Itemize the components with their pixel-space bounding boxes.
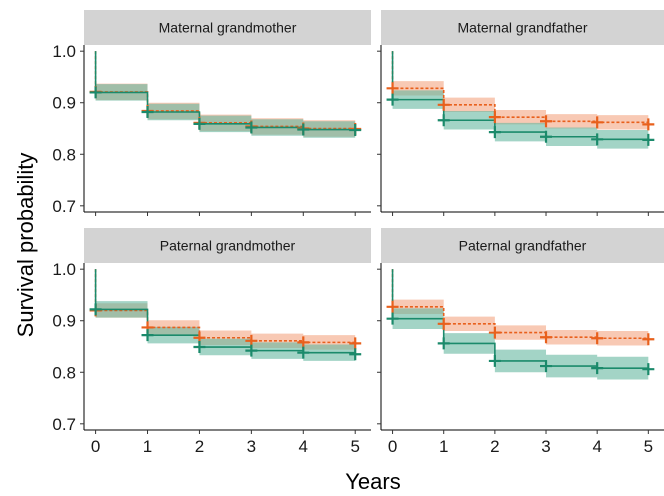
confidence-band-teal xyxy=(392,308,649,381)
censor-mark-teal xyxy=(349,124,362,137)
censor-mark-teal xyxy=(193,117,206,130)
x-tick-label: 3 xyxy=(541,437,550,456)
panel-title: Maternal grandmother xyxy=(159,20,297,36)
survival-curve-teal xyxy=(391,269,650,370)
x-tick-label: 0 xyxy=(388,437,397,456)
panel-strip xyxy=(381,228,664,263)
panel-title: Paternal grandmother xyxy=(160,238,296,254)
confidence-band-orange xyxy=(392,81,649,132)
censor-mark-teal xyxy=(141,329,154,342)
censor-mark-orange xyxy=(540,331,553,344)
y-tick-label: 0.8 xyxy=(52,363,76,382)
censor-mark-orange xyxy=(437,98,450,111)
censor-mark-teal xyxy=(89,303,102,316)
censor-mark-teal xyxy=(349,348,362,361)
survival-curve-teal xyxy=(391,51,650,141)
x-tick-label: 2 xyxy=(490,437,499,456)
panel-strip xyxy=(84,10,371,45)
censor-mark-teal xyxy=(642,363,655,376)
y-tick-label: 0.9 xyxy=(52,312,76,331)
confidence-band-orange xyxy=(95,303,356,351)
survival-curve-teal xyxy=(94,269,357,355)
confidence-band-teal xyxy=(392,90,649,150)
censor-mark-orange xyxy=(349,337,362,350)
panel-title: Maternal grandfather xyxy=(458,20,588,36)
censor-mark-teal xyxy=(193,341,206,354)
censor-mark-teal xyxy=(245,121,258,134)
panel-strip xyxy=(84,228,371,263)
censor-mark-orange xyxy=(386,82,399,95)
y-tick-label: 1.0 xyxy=(52,260,76,279)
panel-title: Paternal grandfather xyxy=(459,238,587,254)
censor-mark-teal xyxy=(297,346,310,359)
censor-mark-teal xyxy=(141,106,154,119)
censor-mark-orange xyxy=(591,116,604,129)
x-tick-label: 1 xyxy=(143,437,152,456)
panel-strip xyxy=(381,10,664,45)
y-tick-label: 0.8 xyxy=(52,145,76,164)
panel-2: Maternal grandfather xyxy=(377,10,664,216)
x-tick-label: 3 xyxy=(247,437,256,456)
censor-mark-teal xyxy=(386,93,399,106)
y-tick-label: 0.9 xyxy=(52,94,76,113)
x-axis-label: Years xyxy=(345,469,400,494)
x-tick-label: 2 xyxy=(195,437,204,456)
x-tick-label: 5 xyxy=(350,437,359,456)
censor-mark-teal xyxy=(540,130,553,143)
censor-mark-orange xyxy=(540,115,553,128)
censor-mark-teal xyxy=(297,123,310,136)
y-axis-label: Survival probability xyxy=(13,153,38,338)
panel-grid: Maternal grandmother0.70.80.91.0Maternal… xyxy=(52,10,664,456)
survival-curve-orange xyxy=(391,269,650,340)
censor-mark-orange xyxy=(642,118,655,131)
censor-mark-teal xyxy=(488,354,501,367)
x-tick-label: 1 xyxy=(439,437,448,456)
survival-curve-teal xyxy=(94,51,357,131)
censor-mark-teal xyxy=(540,360,553,373)
x-tick-label: 4 xyxy=(592,437,601,456)
censor-mark-teal xyxy=(437,114,450,127)
censor-mark-teal xyxy=(591,362,604,375)
censor-mark-orange xyxy=(488,326,501,339)
censor-mark-orange xyxy=(437,317,450,330)
x-tick-label: 0 xyxy=(91,437,100,456)
confidence-band-orange xyxy=(392,299,649,347)
censor-mark-teal xyxy=(437,337,450,350)
confidence-band-teal xyxy=(95,84,356,139)
censor-mark-teal xyxy=(591,133,604,146)
panel-1: Maternal grandmother 0.7 0.8 0.9 1.0 xyxy=(52,10,371,216)
y-tick-label: 0.7 xyxy=(52,197,76,216)
censor-mark-orange xyxy=(642,333,655,346)
y-tick-label: 1.0 xyxy=(52,42,76,61)
censor-mark-orange xyxy=(297,336,310,349)
censor-mark-orange xyxy=(386,300,399,313)
x-tick-label: 4 xyxy=(299,437,308,456)
x-tick-label: 5 xyxy=(644,437,653,456)
y-tick-label: 0.7 xyxy=(52,415,76,434)
censor-mark-orange xyxy=(591,332,604,345)
censor-mark-teal xyxy=(245,344,258,357)
censor-mark-teal xyxy=(386,312,399,325)
confidence-band-teal xyxy=(95,301,356,363)
censor-mark-orange xyxy=(488,111,501,124)
panel-3: Paternal grandmother 0.7 0.8 0.9 1.0 0 1 2 3 4 5 xyxy=(52,228,371,456)
survival-curve-orange xyxy=(94,51,357,130)
censor-mark-teal xyxy=(488,126,501,139)
panel-4: Paternal grandfather 0 1 2 3 4 5 xyxy=(377,228,664,456)
censor-mark-teal xyxy=(89,86,102,99)
censor-mark-teal xyxy=(642,133,655,146)
